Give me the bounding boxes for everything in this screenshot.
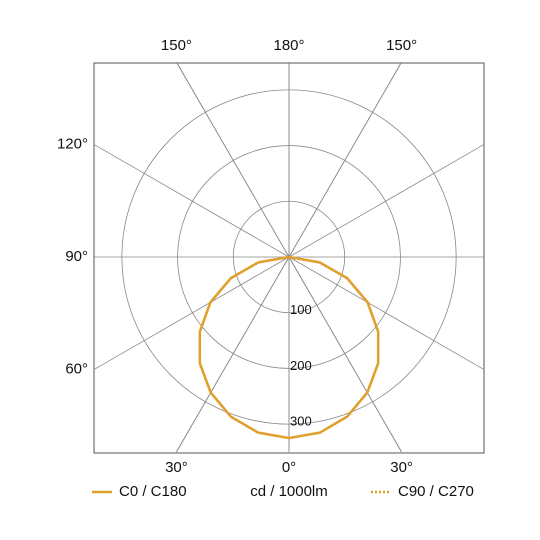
angle-tick-label: 150°	[386, 37, 417, 54]
intensity-curve	[198, 255, 290, 440]
angle-tick-label: 30°	[390, 459, 413, 476]
r-tick-label: 200	[290, 358, 312, 373]
grid-spoke	[288, 256, 402, 453]
grid-spoke	[288, 144, 485, 258]
angle-tick-label: 60°	[65, 361, 88, 378]
r-tick-label: 300	[290, 414, 312, 429]
angle-tick-label: 120°	[57, 135, 88, 152]
legend-label: C0 / C180	[119, 483, 187, 500]
grid-spoke	[288, 61, 402, 258]
r-tick-label: 100	[290, 302, 312, 317]
angle-tick-label: 30°	[165, 459, 188, 476]
grid-spoke	[176, 61, 290, 258]
grid-spoke	[93, 256, 290, 370]
unit-label: cd / 1000lm	[250, 483, 328, 500]
intensity-curve	[198, 255, 290, 440]
angle-tick-label: 150°	[161, 37, 192, 54]
intensity-curve	[288, 255, 380, 440]
angle-tick-label: 0°	[282, 459, 296, 476]
angle-tick-label: 180°	[273, 37, 304, 54]
grid-spoke	[288, 256, 485, 370]
angle-tick-label: 90°	[65, 248, 88, 265]
legend-label: C90 / C270	[398, 483, 474, 500]
grid-spoke	[93, 144, 290, 258]
intensity-curve	[288, 255, 380, 440]
grid-spoke	[176, 256, 290, 453]
